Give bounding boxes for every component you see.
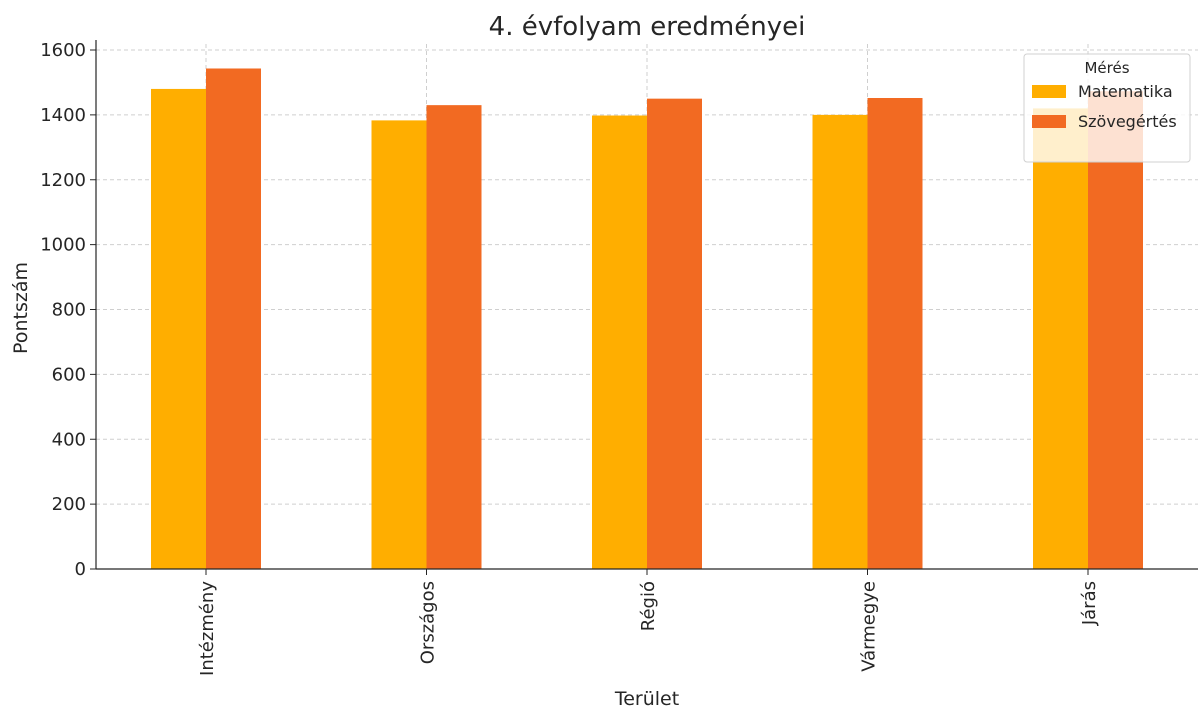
bar-szövegértés <box>1088 91 1143 570</box>
bar-matematika <box>1033 108 1088 569</box>
bar-szövegértés <box>426 105 482 570</box>
bar-matematika <box>371 120 427 569</box>
legend-swatch <box>1032 85 1066 98</box>
legend-title: Mérés <box>1084 59 1129 77</box>
x-tick-label: Vármegye <box>859 581 880 672</box>
bar-szövegértés <box>206 68 261 569</box>
legend-box <box>1023 53 1191 163</box>
bar-matematika <box>592 115 647 570</box>
bar-szövegértés <box>647 98 702 569</box>
bars <box>151 68 1143 570</box>
x-tick-label: Régió <box>638 581 659 631</box>
bar-szövegértés <box>867 98 923 569</box>
legend: Mérés Matematika Szövegértés <box>1023 53 1191 163</box>
x-tick-label: Járás <box>1079 581 1100 626</box>
legend-items: Matematika Szövegértés <box>1032 82 1177 131</box>
legend-label: Szövegértés <box>1078 112 1177 131</box>
legend-label: Matematika <box>1078 82 1173 101</box>
x-tick-label: Intézmény <box>197 581 218 676</box>
y-tick-label: 1200 <box>40 170 86 191</box>
legend-swatch <box>1032 115 1066 128</box>
bar-matematika <box>151 88 206 570</box>
y-tick-label: 200 <box>52 494 86 515</box>
y-tick-label: 1400 <box>40 105 86 126</box>
y-tick-label: 1600 <box>40 40 86 61</box>
y-tick-label: 1000 <box>40 235 86 256</box>
y-tick-label: 600 <box>52 364 86 385</box>
chart-title: 4. évfolyam eredményei <box>489 12 806 42</box>
y-tick-label: 800 <box>52 300 86 321</box>
x-tick-label: Országos <box>418 581 439 664</box>
y-tick-label: 0 <box>75 559 86 580</box>
y-axis-label: Pontszám <box>10 262 32 354</box>
y-tick-label: 400 <box>52 429 86 450</box>
x-ticks: Intézmény Országos Régió Vármegye Járás <box>197 569 1100 676</box>
y-ticks: 0 200 400 600 800 1000 1200 1400 1600 <box>40 40 96 580</box>
x-axis-label: Terület <box>614 688 679 710</box>
bar-matematika <box>812 114 868 569</box>
